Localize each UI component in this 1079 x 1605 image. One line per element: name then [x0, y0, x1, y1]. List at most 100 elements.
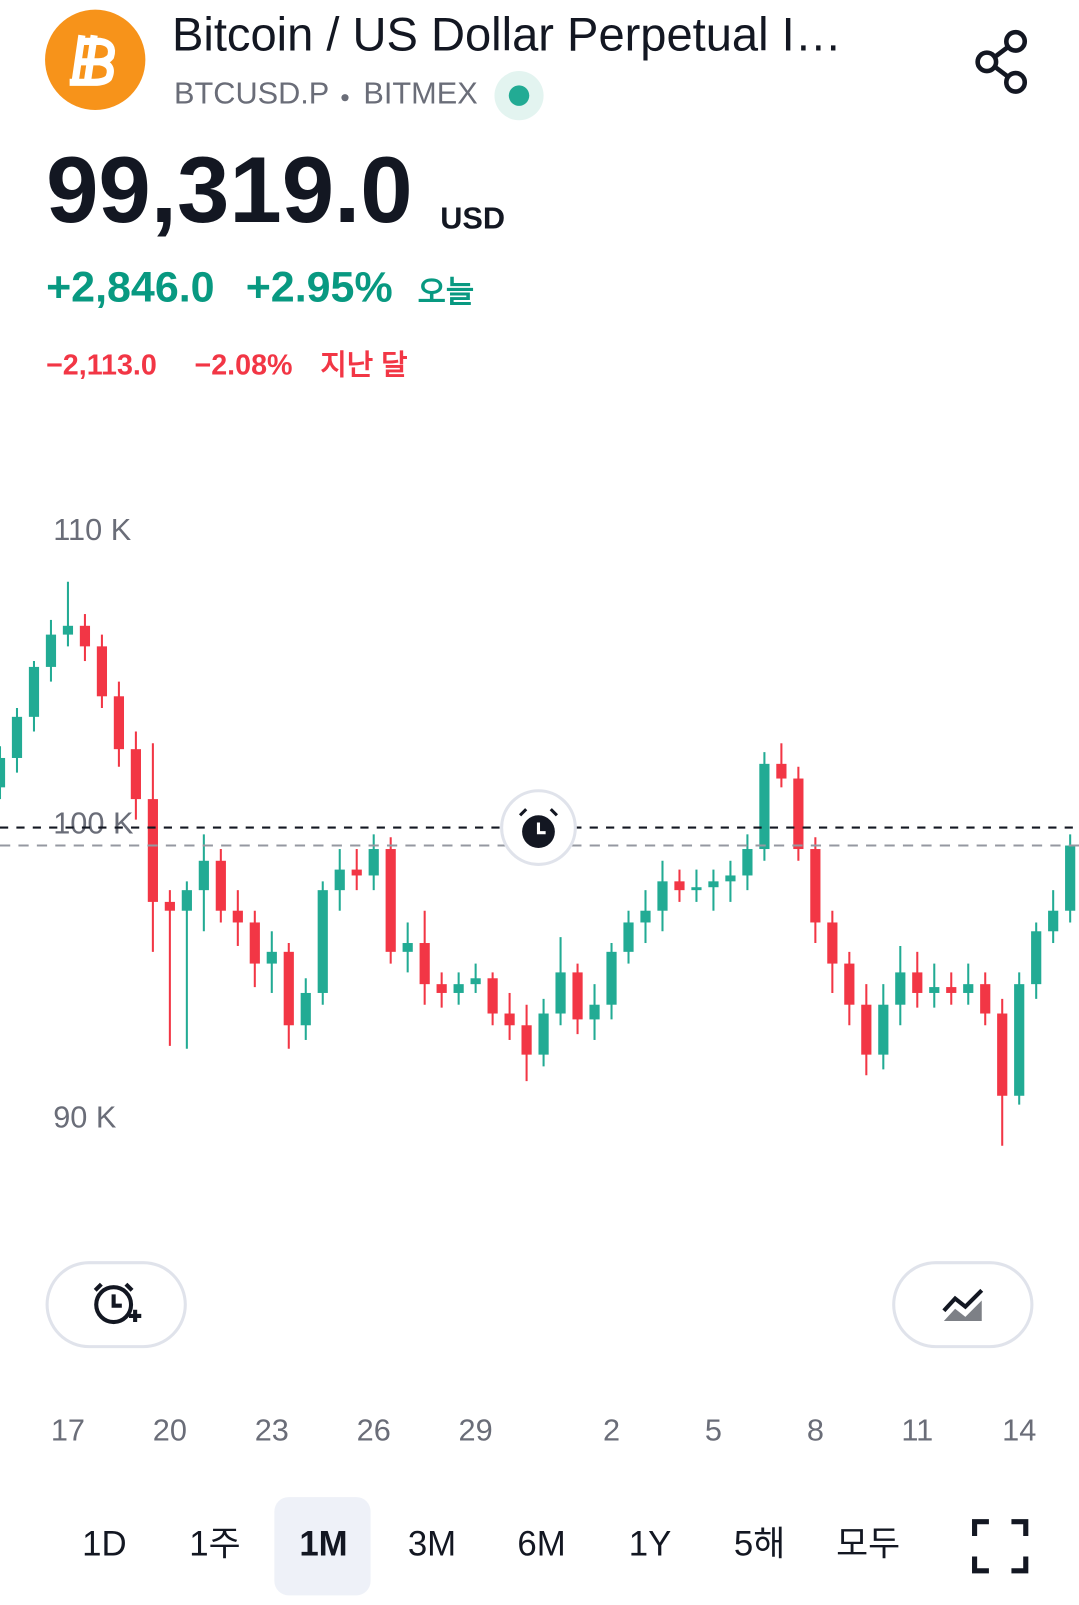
- candle-body: [538, 1013, 549, 1055]
- candle-body: [827, 922, 838, 964]
- candle-body: [759, 763, 770, 850]
- candle-body: [266, 951, 277, 964]
- range-option[interactable]: 1D: [82, 1524, 126, 1563]
- currency: USD: [440, 201, 505, 236]
- candle-body: [130, 749, 141, 800]
- candle-body: [368, 849, 379, 876]
- candle-body: [113, 696, 125, 750]
- candle-body: [708, 881, 719, 888]
- chart-style-button[interactable]: [892, 1261, 1034, 1349]
- change-month: −2,113.0: [46, 349, 157, 381]
- range-selected-bg: [274, 1497, 371, 1596]
- range-option[interactable]: 1M: [299, 1524, 347, 1563]
- candle-body: [198, 860, 209, 891]
- x-tick-label: 8: [807, 1413, 824, 1448]
- candle-body: [878, 1004, 889, 1055]
- x-tick-label: 5: [705, 1413, 722, 1448]
- candle-body: [249, 922, 260, 964]
- range-option[interactable]: 1주: [189, 1524, 240, 1563]
- candle-body: [1048, 910, 1059, 932]
- candle-body: [504, 1013, 515, 1026]
- candle-body: [674, 881, 685, 891]
- candle-body: [436, 984, 447, 993]
- candle-body: [334, 869, 345, 891]
- candle-body: [147, 799, 158, 902]
- logo-glyph: [69, 34, 116, 86]
- alert-marker[interactable]: [500, 789, 577, 866]
- range-option[interactable]: 5해: [734, 1524, 785, 1563]
- y-tick-label: 110 K: [53, 512, 131, 547]
- candle-body: [164, 901, 175, 911]
- logo: [45, 9, 146, 110]
- exchange: BITMEX: [363, 76, 477, 111]
- candle-body: [419, 943, 430, 985]
- candle-body: [0, 757, 6, 788]
- x-tick-label: 17: [51, 1413, 85, 1448]
- candle-body: [1031, 931, 1042, 985]
- candle-body: [691, 887, 702, 891]
- range-option[interactable]: 3M: [408, 1524, 456, 1563]
- separator: [341, 94, 349, 102]
- candle-body: [402, 943, 413, 952]
- x-tick-label: 29: [459, 1413, 493, 1448]
- candle-body: [742, 849, 753, 876]
- candle-body: [895, 972, 906, 1005]
- candle-body: [929, 987, 940, 993]
- title: Bitcoin / US Dollar Perpetual I…: [172, 8, 842, 61]
- change-today: +2,846.0: [46, 263, 215, 311]
- y-tick-label: 90 K: [53, 1099, 117, 1134]
- today-label: 오늘: [418, 274, 475, 309]
- candle-body: [79, 625, 91, 647]
- candle-body: [980, 984, 991, 1014]
- candle-body: [181, 890, 192, 911]
- x-tick-label: 14: [1002, 1413, 1036, 1448]
- candle-body: [606, 951, 617, 1005]
- candle-body: [470, 978, 481, 985]
- candle-body: [725, 875, 736, 882]
- candle-body: [640, 910, 651, 923]
- change-today-pct: +2.95%: [246, 263, 393, 311]
- candle-body: [317, 890, 328, 993]
- candle-body: [861, 1004, 872, 1055]
- price: 99,319.0: [46, 137, 413, 242]
- x-tick-label: 23: [255, 1413, 289, 1448]
- candle-body: [232, 910, 243, 923]
- status-dot: [508, 85, 530, 106]
- candle-body: [96, 646, 108, 697]
- range-option[interactable]: 1Y: [629, 1524, 672, 1563]
- candle-body: [62, 625, 74, 635]
- change-month-pct: −2.08%: [195, 349, 293, 381]
- candle-body: [657, 881, 668, 911]
- candle-body: [385, 849, 396, 952]
- candle-body: [555, 972, 566, 1014]
- candle-body: [487, 978, 498, 1014]
- fullscreen-button[interactable]: [972, 1519, 1029, 1574]
- month-label: 지난 달: [320, 349, 407, 381]
- candle-body: [521, 1025, 532, 1055]
- candle-body: [28, 666, 40, 717]
- x-tick-label: 2: [603, 1413, 620, 1448]
- candle-body: [1065, 845, 1076, 911]
- range-option[interactable]: 모두: [836, 1524, 900, 1563]
- share-button[interactable]: [975, 29, 1028, 94]
- candle-body: [844, 963, 855, 1005]
- candle-body: [776, 763, 787, 779]
- candle-body: [1014, 984, 1025, 1096]
- candle-body: [946, 987, 957, 993]
- candle-body: [572, 972, 583, 1020]
- candle-body: [351, 869, 362, 876]
- range-bar: 1D 1주 1M 3M 6M 1Y 5해 모두: [82, 1524, 900, 1563]
- candle-body: [300, 992, 311, 1026]
- range-option[interactable]: 6M: [517, 1524, 565, 1563]
- candle-body: [453, 984, 464, 993]
- candle-body: [589, 1004, 600, 1020]
- x-tick-label: 26: [357, 1413, 391, 1448]
- candle-body: [45, 634, 57, 667]
- y-tick-label: 100 K: [53, 806, 134, 841]
- candle-body: [793, 778, 804, 850]
- candle-body: [283, 951, 294, 1026]
- add-alert-button[interactable]: [45, 1261, 187, 1349]
- candle-body: [11, 716, 23, 758]
